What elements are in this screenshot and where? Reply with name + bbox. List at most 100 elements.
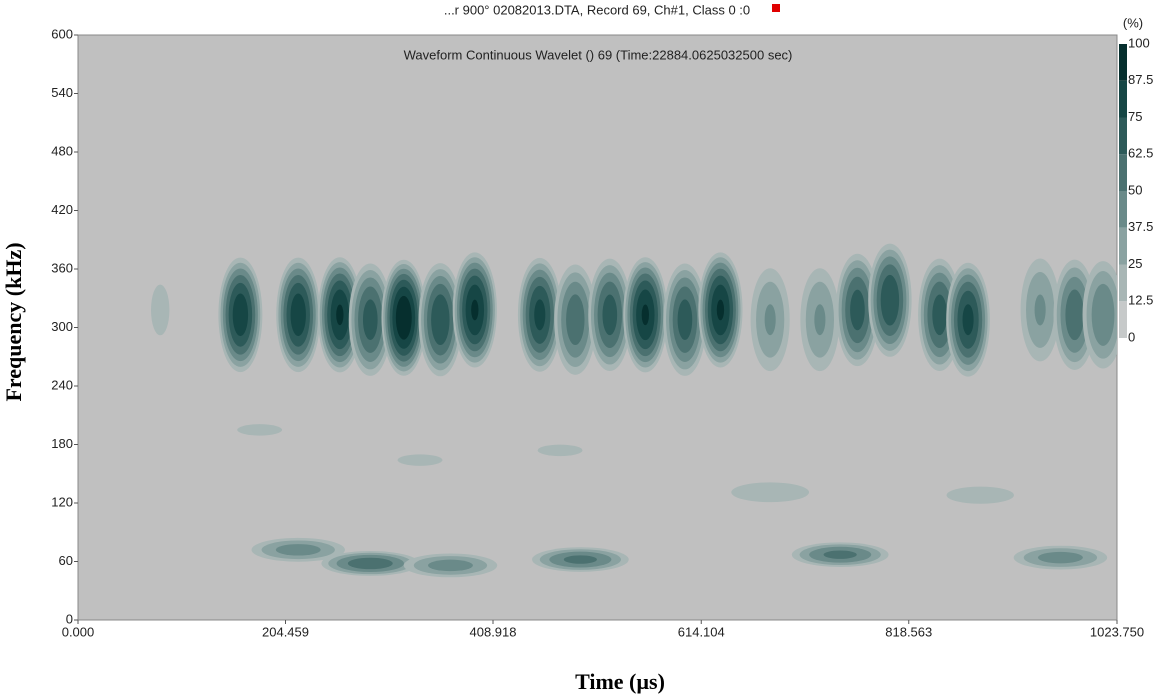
x-tick-label: 0.000 bbox=[62, 624, 95, 639]
contour-peak bbox=[731, 482, 810, 503]
contour-peak bbox=[946, 486, 1014, 504]
contour-level bbox=[1091, 283, 1115, 346]
contour-level bbox=[362, 299, 378, 340]
y-tick-label: 0 bbox=[66, 611, 73, 626]
contour-peak bbox=[588, 258, 632, 372]
contour-peak bbox=[835, 253, 879, 367]
contour-peak bbox=[537, 444, 583, 457]
contour-level bbox=[395, 295, 412, 340]
y-tick-label: 420 bbox=[51, 202, 73, 217]
status-indicator bbox=[772, 4, 780, 12]
contour-peak bbox=[1082, 261, 1117, 369]
x-tick-label: 614.104 bbox=[678, 624, 725, 639]
contour-peak bbox=[750, 268, 790, 372]
contour-peak bbox=[403, 553, 498, 578]
y-tick-label: 360 bbox=[51, 260, 73, 275]
contour-level bbox=[566, 294, 585, 346]
x-tick-label: 204.459 bbox=[262, 624, 309, 639]
contour-level bbox=[1037, 551, 1083, 564]
colorbar-tick-label: 25 bbox=[1128, 256, 1142, 271]
contour-level bbox=[823, 550, 857, 559]
contour-level bbox=[814, 304, 826, 336]
contour-level bbox=[232, 293, 249, 337]
contour-peak bbox=[623, 257, 668, 373]
contour-peak bbox=[663, 263, 707, 376]
x-tick-label: 818.563 bbox=[885, 624, 932, 639]
y-tick-label: 180 bbox=[51, 436, 73, 451]
y-tick-label: 300 bbox=[51, 319, 73, 334]
y-tick-label: 60 bbox=[59, 553, 73, 568]
colorbar-band bbox=[1119, 44, 1127, 81]
y-tick-label: 540 bbox=[51, 85, 73, 100]
colorbar-tick-label: 12.5 bbox=[1128, 293, 1153, 308]
contour-peak bbox=[517, 257, 562, 372]
contour-level bbox=[347, 557, 393, 570]
contour-peak bbox=[452, 252, 497, 368]
contour-level bbox=[850, 289, 865, 331]
colorbar-tick-label: 87.5 bbox=[1128, 72, 1153, 87]
colorbar-band bbox=[1119, 227, 1127, 265]
contour-peak bbox=[791, 542, 889, 567]
contour-peak bbox=[348, 263, 392, 376]
contour-peak bbox=[698, 252, 743, 368]
contour-peak bbox=[418, 263, 463, 377]
contour-level bbox=[290, 293, 306, 337]
colorbar-tick-label: 0 bbox=[1128, 329, 1135, 344]
contour-level bbox=[946, 486, 1014, 504]
contour-peak bbox=[1053, 259, 1096, 370]
contour-level bbox=[1065, 289, 1084, 341]
y-axis-title: Frequency (kHz) bbox=[1, 242, 26, 401]
colorbar-band bbox=[1119, 264, 1127, 302]
contour-peak bbox=[800, 268, 840, 372]
y-tick-label: 600 bbox=[51, 26, 73, 41]
colorbar-band bbox=[1119, 80, 1127, 118]
x-tick-label: 1023.750 bbox=[1090, 624, 1144, 639]
contour-peak bbox=[397, 454, 443, 466]
contour-level bbox=[563, 555, 597, 564]
contour-level bbox=[731, 482, 810, 503]
contour-peak bbox=[150, 284, 170, 336]
contour-level bbox=[428, 559, 473, 572]
contour-level bbox=[534, 299, 546, 331]
y-tick-label: 480 bbox=[51, 143, 73, 158]
contour-level bbox=[764, 304, 776, 336]
contour-peak bbox=[237, 424, 283, 436]
contour-level bbox=[275, 544, 321, 556]
contour-level bbox=[716, 299, 725, 321]
contour-peak bbox=[1020, 258, 1060, 362]
colorbar-band bbox=[1119, 154, 1127, 191]
contour-level bbox=[150, 284, 170, 336]
colorbar-band bbox=[1119, 117, 1127, 155]
contour-level bbox=[962, 304, 974, 336]
contour-peak bbox=[276, 257, 321, 373]
colorbar-band bbox=[1119, 301, 1127, 338]
contour-peak bbox=[946, 262, 990, 377]
colorbar-tick-label: 62.5 bbox=[1128, 146, 1153, 161]
contour-peak bbox=[1013, 545, 1108, 570]
colorbar-tick-label: 75 bbox=[1128, 109, 1142, 124]
colorbar-tick-label: 50 bbox=[1128, 182, 1142, 197]
colorbar-title: (%) bbox=[1123, 15, 1143, 30]
contour-level bbox=[237, 424, 283, 436]
colorbar-tick-label: 100 bbox=[1128, 35, 1150, 50]
contour-level bbox=[602, 294, 618, 336]
contour-peak bbox=[317, 257, 362, 373]
contour-peak bbox=[381, 259, 427, 376]
contour-level bbox=[1034, 294, 1046, 326]
y-tick-label: 120 bbox=[51, 494, 73, 509]
contour-level bbox=[880, 274, 900, 326]
x-tick-label: 408.918 bbox=[470, 624, 517, 639]
contour-peak bbox=[218, 257, 263, 373]
contour-level bbox=[431, 294, 450, 346]
contour-peak bbox=[554, 264, 597, 375]
contour-peak bbox=[868, 243, 912, 357]
y-tick-label: 240 bbox=[51, 377, 73, 392]
contour-layer bbox=[150, 243, 1117, 578]
chart-subtitle: Waveform Continuous Wavelet () 69 (Time:… bbox=[404, 47, 793, 62]
contour-level bbox=[537, 444, 583, 457]
chart-title: ...r 900° 02082013.DTA, Record 69, Ch#1,… bbox=[444, 2, 750, 17]
contour-level bbox=[471, 299, 479, 321]
x-axis-title: Time (µs) bbox=[575, 669, 665, 694]
contour-level bbox=[397, 454, 443, 466]
